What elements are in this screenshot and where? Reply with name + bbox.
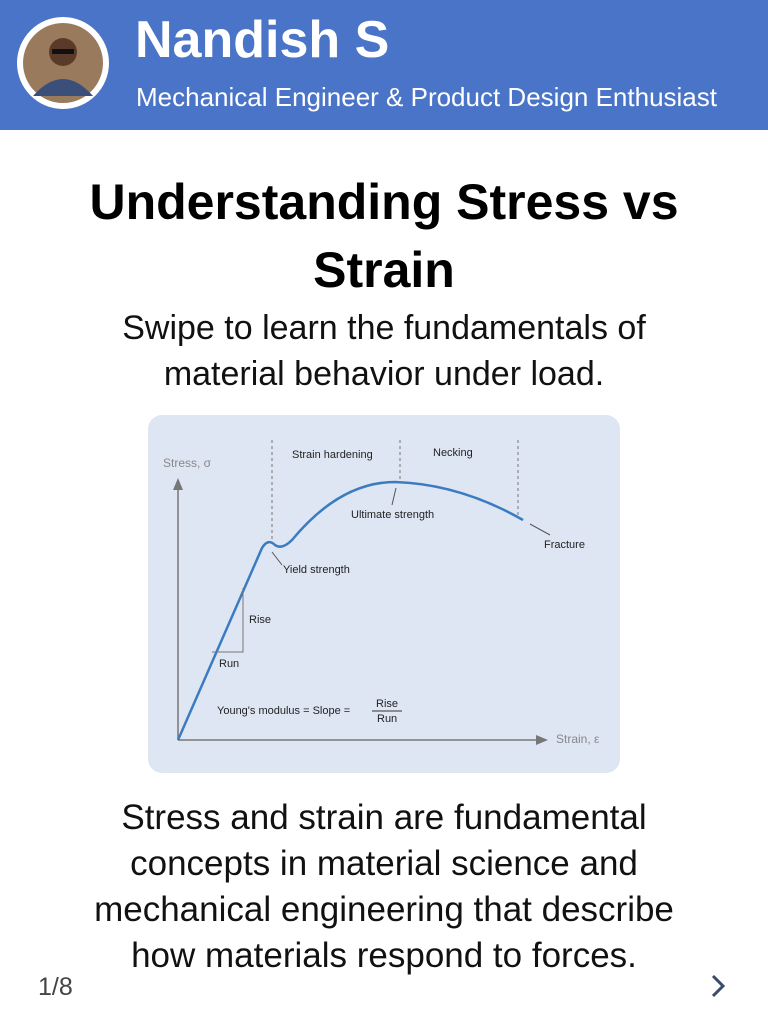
run-label: Run: [219, 658, 239, 670]
rise-label: Rise: [249, 614, 271, 626]
region-label: Necking: [433, 447, 473, 459]
page-indicator: 1/8: [38, 973, 73, 1001]
author-name: Nandish S: [135, 11, 390, 69]
diagram: Stress, σ Strain, ε Strain hardening Nec…: [148, 415, 620, 773]
formula: Young's modulus = Slope =: [217, 705, 350, 717]
author-tagline: Mechanical Engineer & Product Design Ent…: [136, 82, 717, 112]
formula-denominator: Run: [377, 713, 397, 725]
point-label: Fracture: [544, 539, 585, 551]
x-axis-label: Strain, ε: [556, 732, 600, 746]
next-button[interactable]: [703, 971, 733, 1001]
formula-numerator: Rise: [376, 698, 398, 710]
point-label: Ultimate strength: [351, 509, 434, 521]
point-label: Yield strength: [283, 564, 350, 576]
avatar: [17, 17, 109, 109]
y-axis-label: Stress, σ: [163, 456, 212, 470]
slide-title: Understanding Stress vs Strain: [89, 174, 679, 298]
slide-subtitle: Swipe to learn the fundamentals of mater…: [122, 309, 646, 393]
body-text: Stress and strain are fundamental concep…: [94, 798, 674, 975]
header: Nandish S Mechanical Engineer & Product …: [0, 0, 768, 130]
region-label: Strain hardening: [292, 449, 373, 461]
